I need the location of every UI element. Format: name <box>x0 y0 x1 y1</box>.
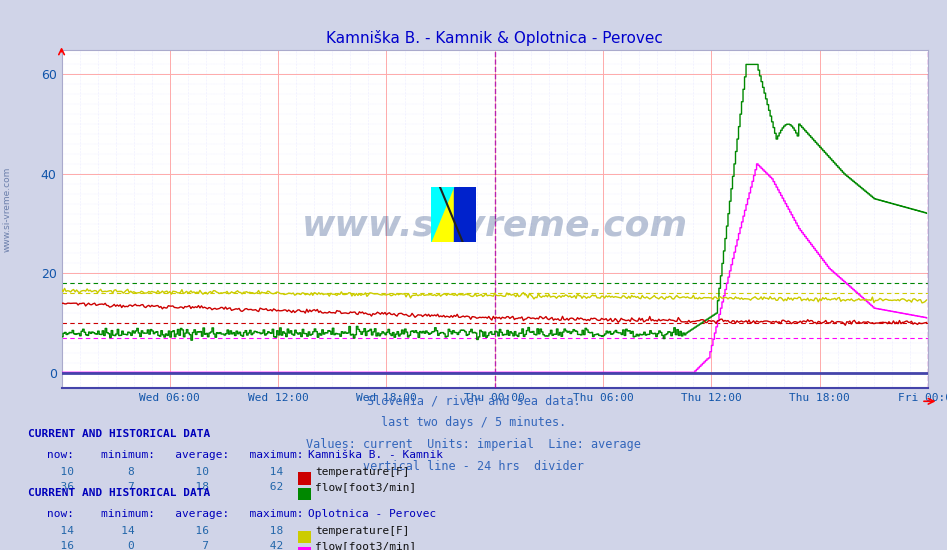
Bar <box>431 187 454 242</box>
Polygon shape <box>431 187 454 242</box>
Text: 16        0          7         42: 16 0 7 42 <box>47 541 283 550</box>
Text: 36        7         18         62: 36 7 18 62 <box>47 482 283 492</box>
Text: now:    minimum:   average:   maximum:: now: minimum: average: maximum: <box>47 450 304 460</box>
Text: 14       14         16         18: 14 14 16 18 <box>47 525 283 536</box>
Text: flow[foot3/min]: flow[foot3/min] <box>315 541 417 550</box>
Text: vertical line - 24 hrs  divider: vertical line - 24 hrs divider <box>363 460 584 474</box>
Text: flow[foot3/min]: flow[foot3/min] <box>315 482 417 492</box>
Text: temperature[F]: temperature[F] <box>315 525 410 536</box>
Text: Oplotnica - Perovec: Oplotnica - Perovec <box>308 509 436 519</box>
Text: 10        8         10         14: 10 8 10 14 <box>47 466 283 477</box>
Text: CURRENT AND HISTORICAL DATA: CURRENT AND HISTORICAL DATA <box>28 488 210 498</box>
Text: www.si-vreme.com: www.si-vreme.com <box>302 208 688 243</box>
Text: temperature[F]: temperature[F] <box>315 466 410 477</box>
Text: last two days / 5 minutes.: last two days / 5 minutes. <box>381 416 566 430</box>
Text: www.si-vreme.com: www.si-vreme.com <box>3 166 12 252</box>
Text: Slovenia / river and sea data.: Slovenia / river and sea data. <box>366 394 581 408</box>
Text: CURRENT AND HISTORICAL DATA: CURRENT AND HISTORICAL DATA <box>28 429 210 439</box>
Text: now:    minimum:   average:   maximum:: now: minimum: average: maximum: <box>47 509 304 519</box>
Text: Values: current  Units: imperial  Line: average: Values: current Units: imperial Line: av… <box>306 438 641 452</box>
Title: Kamniška B. - Kamnik & Oplotnica - Perovec: Kamniška B. - Kamnik & Oplotnica - Perov… <box>327 30 663 46</box>
Bar <box>454 187 476 242</box>
Text: Kamniška B. - Kamnik: Kamniška B. - Kamnik <box>308 450 443 460</box>
